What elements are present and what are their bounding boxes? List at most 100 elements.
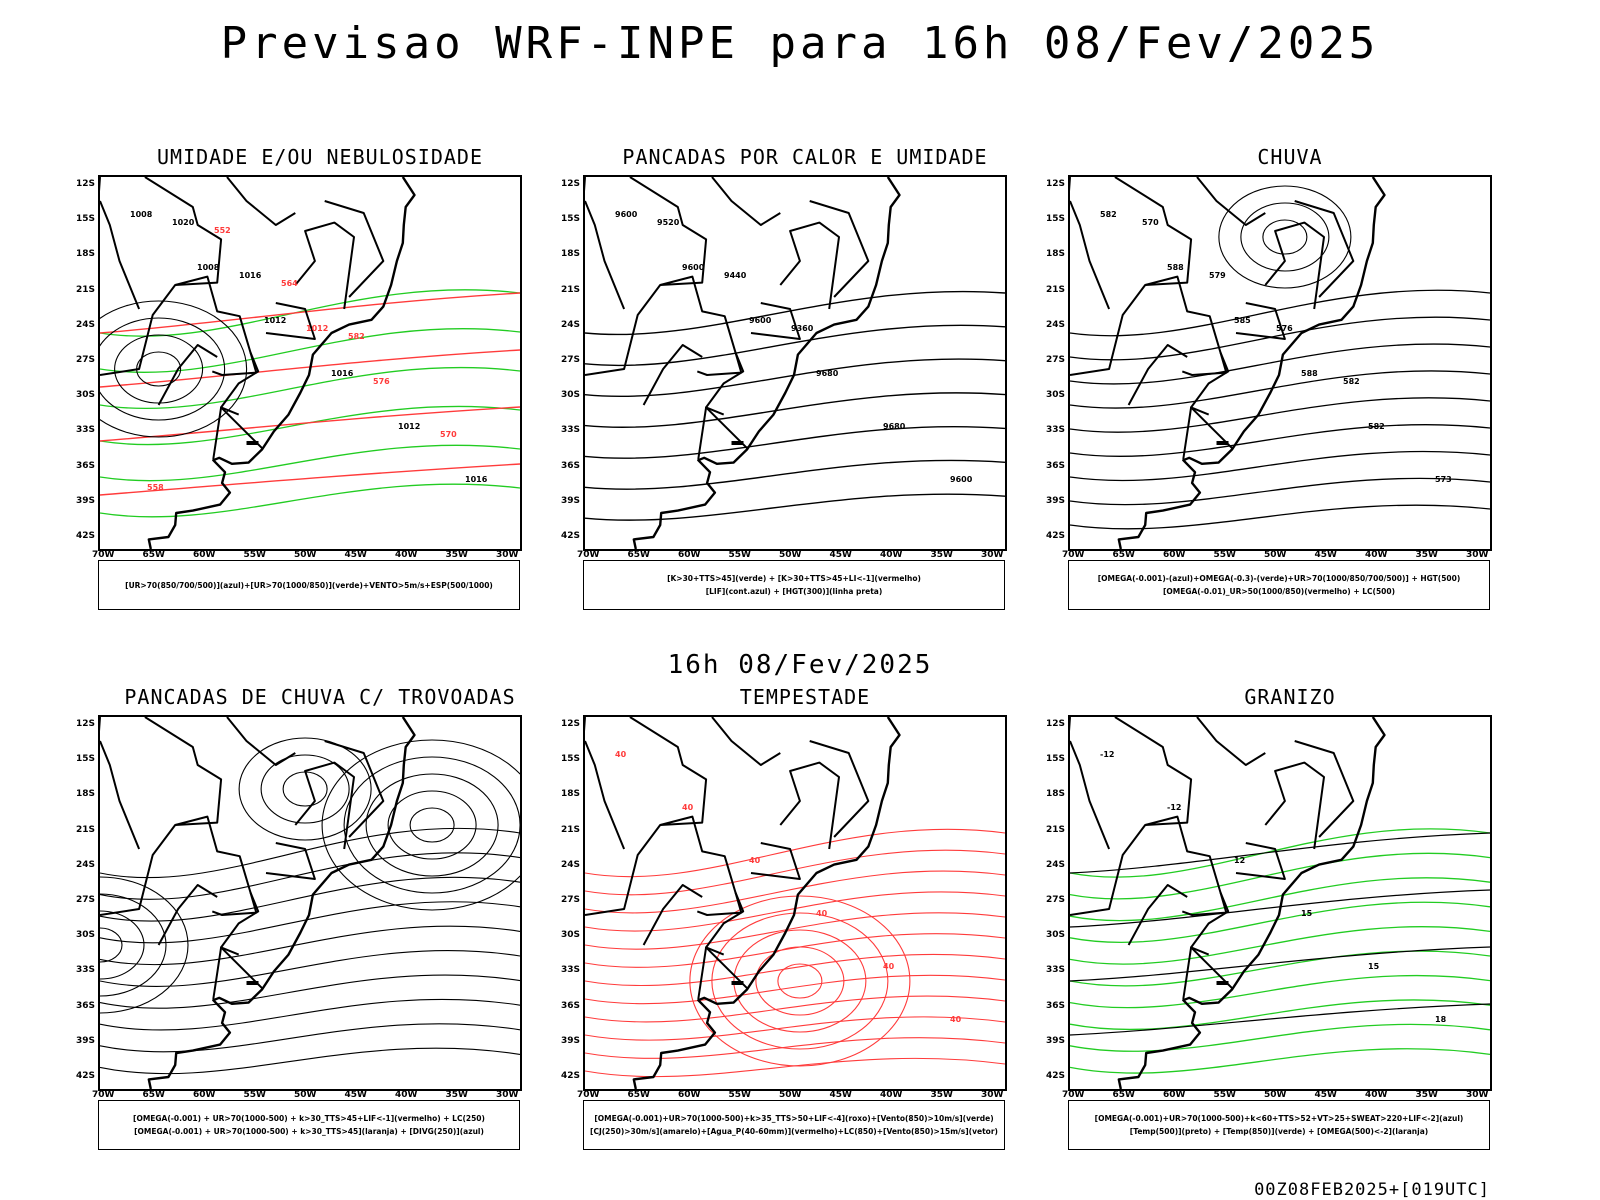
contour-label: 12 xyxy=(1234,856,1245,865)
legend-line: [OMEGA(-0.001)+UR>70(1000-500)+k>35_TTS>… xyxy=(594,1114,994,1123)
contour-label: 15 xyxy=(1301,909,1313,918)
country-border xyxy=(1264,761,1325,850)
longitude-label: 30W xyxy=(981,550,1004,560)
latitude-label: 33S xyxy=(1046,965,1066,976)
contour-label: 1016 xyxy=(465,475,488,484)
latitude-label: 36S xyxy=(561,1000,581,1011)
longitude-label: 50W xyxy=(294,1090,317,1100)
temp500-contour xyxy=(1070,946,1490,982)
contour-label: 9600 xyxy=(615,210,638,219)
latitude-label: 39S xyxy=(1046,1035,1066,1046)
longitude-label: 35W xyxy=(1415,1090,1438,1100)
longitude-label: 65W xyxy=(1112,1090,1135,1100)
streamline xyxy=(100,1023,520,1053)
map-canvas: -12 -12 12 15 15 18 xyxy=(1070,717,1490,1089)
country-border xyxy=(779,221,840,310)
latitude-label: 15S xyxy=(561,214,581,225)
contour-label: 40 xyxy=(816,909,828,918)
country-border xyxy=(1190,351,1233,449)
humidity-low-contour xyxy=(100,444,520,482)
country-border xyxy=(585,177,708,376)
country-border xyxy=(1070,717,1193,916)
latitude-label: 18S xyxy=(1046,789,1066,800)
latitude-label: 39S xyxy=(76,1035,96,1046)
country-border xyxy=(1294,740,1355,838)
temp850-contour xyxy=(1070,974,1490,1009)
country-border xyxy=(100,740,141,850)
water-contour xyxy=(585,995,1005,1023)
country-border xyxy=(174,815,258,916)
latitude-label: 39S xyxy=(561,495,581,506)
longitude-label: 40W xyxy=(880,1090,903,1100)
lagoa-mirim xyxy=(731,981,744,985)
pressure-contour xyxy=(100,300,248,438)
contour-label: 573 xyxy=(1435,475,1452,484)
latitude-label: 21S xyxy=(76,284,96,295)
longitude-label: 60W xyxy=(193,550,216,560)
temp850-contour xyxy=(1070,901,1490,944)
legend-line: [K>30+TTS>45](verde) + [K>30+TTS>45+LI<-… xyxy=(667,574,921,583)
longitude-label: 70W xyxy=(1062,550,1085,560)
contour-label: -12 xyxy=(1100,750,1114,759)
legend-line: [OMEGA(-0.001)-(azul)+OMEGA(-0.3)-(verde… xyxy=(1097,574,1461,583)
country-border xyxy=(1264,221,1325,310)
country-border xyxy=(220,351,263,449)
latitude-label: 39S xyxy=(76,495,96,506)
latitude-label: 30S xyxy=(76,930,96,941)
coastline xyxy=(632,177,901,549)
longitude-label: 65W xyxy=(1112,550,1135,560)
latitude-label: 24S xyxy=(76,319,96,330)
legend-line: [OMEGA(-0.001) + UR>70(1000-500) + k>30_… xyxy=(134,1127,484,1136)
latitude-label: 36S xyxy=(1046,460,1066,471)
latitude-label: 42S xyxy=(561,531,581,541)
country-border xyxy=(265,302,316,340)
temp850-contour xyxy=(1070,950,1490,987)
latitude-label: 15S xyxy=(1046,754,1066,765)
longitude-label: 65W xyxy=(627,550,650,560)
panel-granizo: GRANIZO -12 -12 12 15 15 18 12S 15S 18S 21S 24S 27S 3… xyxy=(1046,685,1530,1155)
latitude-label: 27S xyxy=(561,895,581,905)
country-border xyxy=(220,891,263,989)
longitude-label: 60W xyxy=(1163,1090,1186,1100)
hgt500-contour xyxy=(1070,370,1490,409)
temp850-contour xyxy=(1070,1023,1490,1052)
legend-line: [LIF](cont.azul) + [HGT(300)](linha pret… xyxy=(705,587,883,596)
latitude-label: 30S xyxy=(76,390,96,401)
longitude-label: 40W xyxy=(880,550,903,560)
country-border xyxy=(212,946,240,1000)
longitude-label: 65W xyxy=(627,1090,650,1100)
run-footer: 00Z08FEB2025+[019UTC] xyxy=(1254,1180,1490,1200)
contour-label: 564 xyxy=(281,279,298,288)
longitude-label: 30W xyxy=(496,550,519,560)
longitude-label: 30W xyxy=(1466,550,1489,560)
country-border xyxy=(705,351,748,449)
contour-label: 570 xyxy=(440,430,457,439)
streamline-cyclone xyxy=(409,807,455,843)
panel-pancadas-calor: PANCADAS POR CALOR E UMIDADE 9600 9600 9600… xyxy=(561,145,1045,615)
longitude-label: 45W xyxy=(829,550,852,560)
contour-label: 1020 xyxy=(172,218,195,227)
contour-label: 576 xyxy=(373,377,390,386)
legend-line: [CJ(250)>30m/s](amarelo)+[Agua_P(40-60mm… xyxy=(590,1127,998,1136)
longitude-label: 30W xyxy=(496,1090,519,1100)
legend-line: [OMEGA(-0.001)+UR>70(1000-500)+k<60+TTS>… xyxy=(1094,1114,1464,1123)
country-border xyxy=(779,761,840,850)
latitude-label: 42S xyxy=(76,531,96,541)
hgt500-contour xyxy=(1070,450,1490,482)
coastline xyxy=(1117,177,1386,549)
panel-legend: [UR>70(850/700/500)](azul)+[UR>70(1000/8… xyxy=(98,560,520,610)
panel-legend: [OMEGA(-0.001)-(azul)+OMEGA(-0.3)-(verde… xyxy=(1068,560,1490,610)
water-contour xyxy=(585,891,1005,932)
thickness-dashed xyxy=(100,292,520,334)
humidity-low-contour xyxy=(100,483,520,518)
longitude-label: 65W xyxy=(142,1090,165,1100)
contour-label: 570 xyxy=(1142,218,1159,227)
pressure-contour xyxy=(136,351,182,387)
country-border xyxy=(226,177,296,226)
hgt500-contour xyxy=(1262,219,1308,255)
map-tempestade: 40 40 40 40 40 40 xyxy=(583,715,1007,1091)
latitude-label: 12S xyxy=(561,719,581,729)
latitude-label: 24S xyxy=(76,859,96,870)
country-border xyxy=(174,275,258,376)
country-border xyxy=(697,946,725,1000)
